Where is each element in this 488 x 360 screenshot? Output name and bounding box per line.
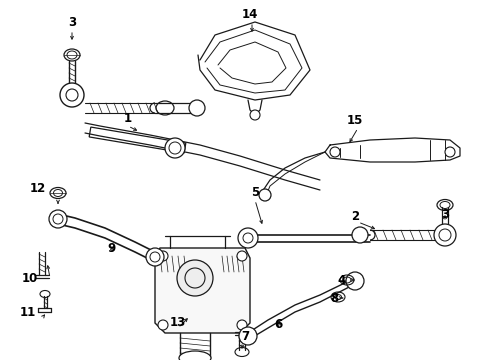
Text: 13: 13 bbox=[169, 315, 186, 328]
Ellipse shape bbox=[179, 351, 210, 360]
Circle shape bbox=[146, 248, 163, 266]
Text: 5: 5 bbox=[250, 185, 259, 198]
Text: 8: 8 bbox=[329, 292, 337, 305]
Text: 9: 9 bbox=[108, 242, 116, 255]
Circle shape bbox=[329, 147, 339, 157]
Text: 12: 12 bbox=[30, 181, 46, 194]
Circle shape bbox=[60, 83, 84, 107]
Text: 4: 4 bbox=[337, 274, 346, 287]
Circle shape bbox=[351, 227, 367, 243]
Circle shape bbox=[238, 228, 258, 248]
Text: 7: 7 bbox=[241, 329, 248, 342]
Circle shape bbox=[444, 147, 454, 157]
Polygon shape bbox=[155, 248, 249, 333]
Circle shape bbox=[177, 260, 213, 296]
Text: 10: 10 bbox=[22, 271, 38, 284]
Text: 3: 3 bbox=[440, 207, 448, 220]
Circle shape bbox=[158, 251, 168, 261]
Text: 1: 1 bbox=[123, 112, 132, 125]
Circle shape bbox=[189, 100, 204, 116]
Circle shape bbox=[249, 110, 260, 120]
Circle shape bbox=[49, 210, 67, 228]
Text: 3: 3 bbox=[68, 15, 76, 28]
Text: 15: 15 bbox=[346, 113, 363, 126]
Circle shape bbox=[164, 138, 184, 158]
Circle shape bbox=[433, 224, 455, 246]
Text: 14: 14 bbox=[242, 8, 258, 21]
Circle shape bbox=[239, 327, 257, 345]
Circle shape bbox=[237, 251, 246, 261]
Circle shape bbox=[237, 320, 246, 330]
Circle shape bbox=[158, 320, 168, 330]
Circle shape bbox=[346, 272, 363, 290]
Text: 11: 11 bbox=[20, 306, 36, 319]
Circle shape bbox=[259, 189, 270, 201]
Text: 2: 2 bbox=[350, 210, 358, 222]
Text: 6: 6 bbox=[273, 318, 282, 330]
